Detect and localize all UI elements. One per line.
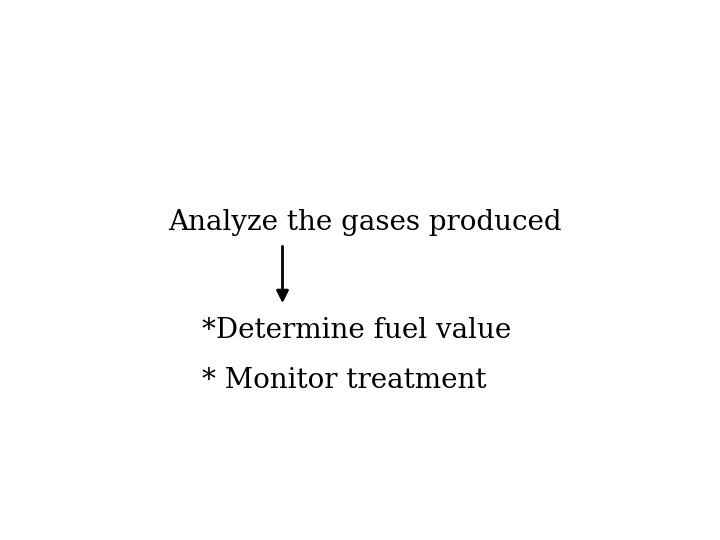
Text: * Monitor treatment: * Monitor treatment <box>202 367 486 394</box>
Text: Analyze the gases produced: Analyze the gases produced <box>168 210 562 237</box>
Text: *Determine fuel value: *Determine fuel value <box>202 318 511 345</box>
